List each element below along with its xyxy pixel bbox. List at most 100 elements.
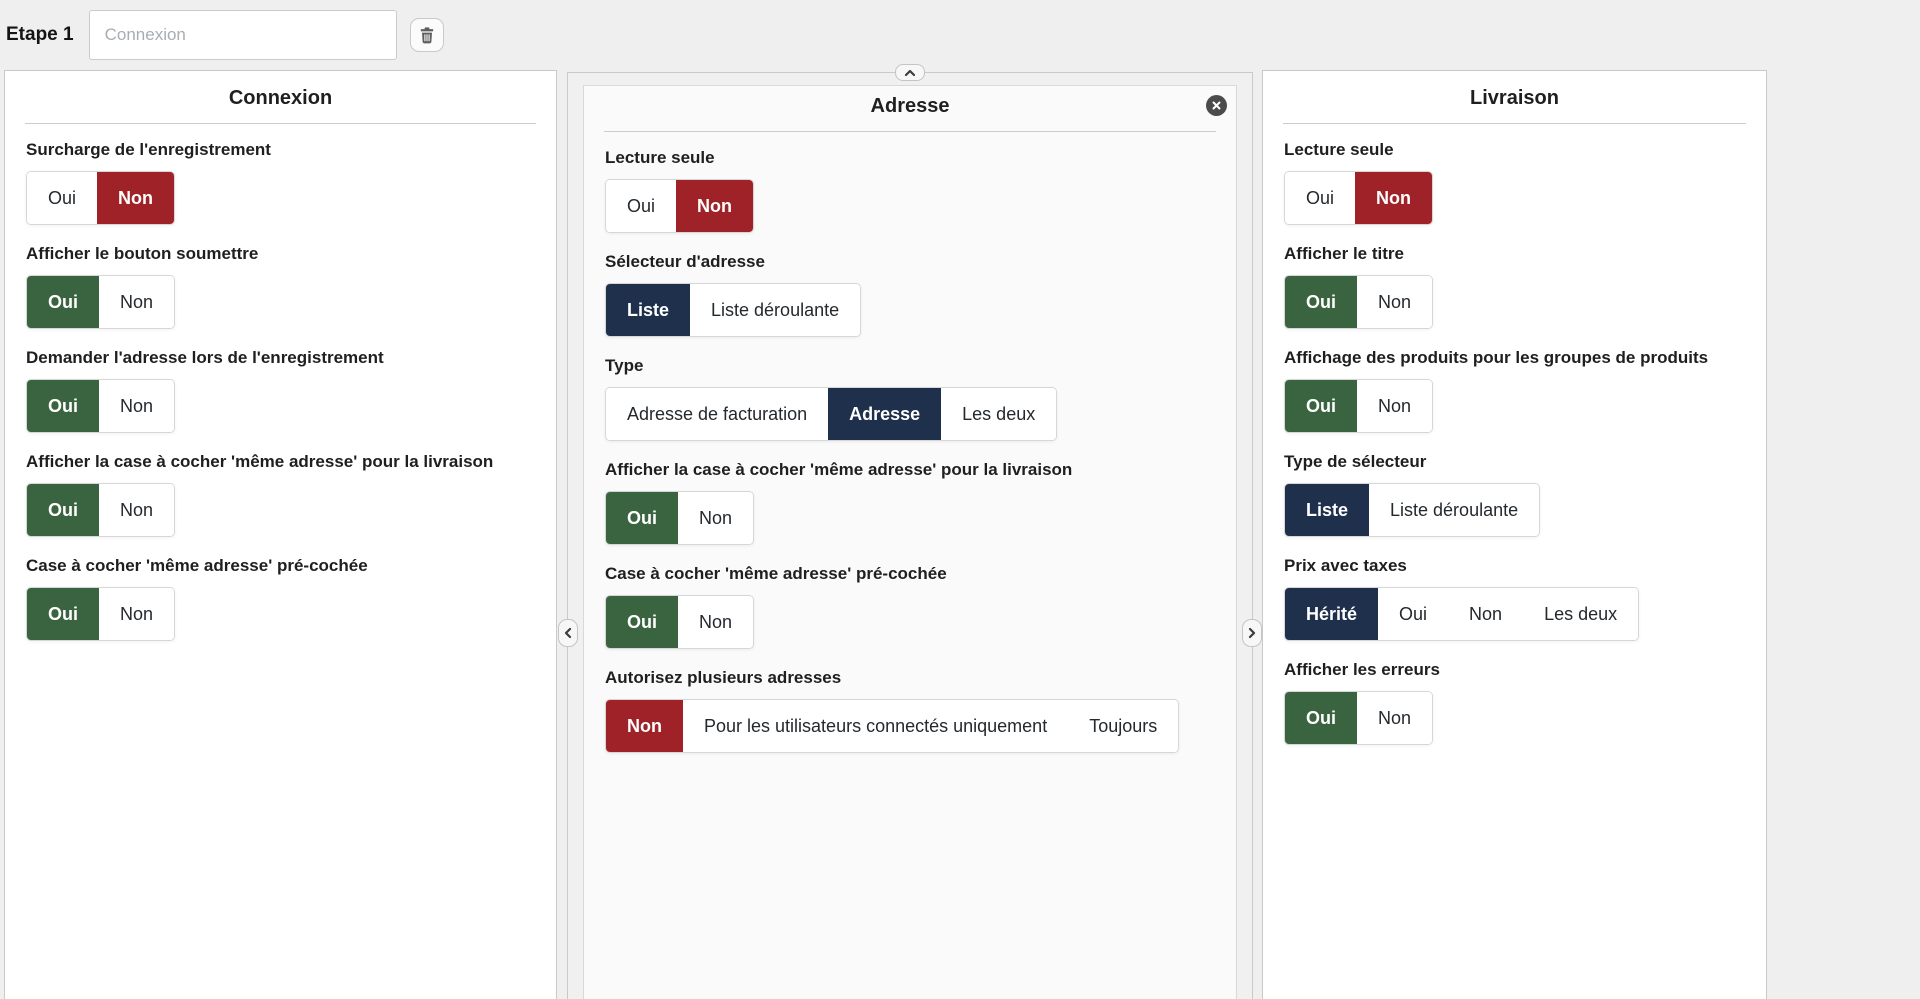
toggle-option[interactable]: Oui	[1285, 276, 1357, 328]
remove-panel-button[interactable]	[1206, 95, 1227, 116]
settings-field: Afficher le titre Oui Non	[1284, 244, 1745, 329]
toggle-option[interactable]: Les deux	[941, 388, 1057, 440]
settings-field: Surcharge de l'enregistrement Oui Non	[26, 140, 535, 225]
step-toolbar: Etape 1	[0, 0, 444, 70]
field-label: Afficher la case à cocher 'même adresse'…	[26, 452, 494, 471]
toggle-option[interactable]: Non	[99, 588, 175, 640]
toggle-option[interactable]: Non	[678, 492, 754, 544]
settings-field: Afficher le bouton soumettre Oui Non	[26, 244, 535, 329]
toggle-option[interactable]: Oui	[606, 596, 678, 648]
panel-connexion: Connexion Surcharge de l'enregistrement Ou…	[4, 70, 557, 999]
toggle-option[interactable]: Oui	[27, 276, 99, 328]
field-label: Case à cocher 'même adresse' pré-cochée	[26, 556, 368, 575]
toggle-option[interactable]: Oui	[27, 172, 98, 224]
field-label: Type de sélecteur	[1284, 452, 1427, 471]
panel-adresse: Adresse Lecture seule Oui Non Sélecteur d'ad…	[583, 85, 1237, 999]
toggle-group: Adresse de facturation Adresse Les deux	[605, 387, 1058, 441]
toggle-option[interactable]: Oui	[1285, 380, 1357, 432]
toggle-group: Oui Non	[1284, 379, 1434, 433]
settings-field: Afficher les erreurs Oui Non	[1284, 660, 1745, 745]
panel-fields: Lecture seule Oui Non Sélecteur d'adresse Li…	[584, 148, 1236, 753]
toggle-option[interactable]: Non	[99, 380, 175, 432]
toggle-group: Oui Non	[26, 587, 176, 641]
panel-title-divider	[25, 123, 536, 124]
panel-fields: Surcharge de l'enregistrement Oui Non Affic…	[5, 140, 556, 641]
toggle-option[interactable]: Non	[99, 276, 175, 328]
toggle-group: Oui Non	[605, 491, 755, 545]
toggle-option[interactable]: Oui	[1285, 692, 1357, 744]
toggle-option[interactable]: Oui	[1378, 588, 1449, 640]
toggle-group: Oui Non	[1284, 171, 1434, 225]
toggle-option[interactable]: Oui	[606, 492, 678, 544]
settings-field: Afficher la case à cocher 'même adresse'…	[26, 452, 535, 537]
toggle-option[interactable]: Non	[1357, 692, 1433, 744]
toggle-group: Oui Non	[1284, 691, 1434, 745]
toggle-option[interactable]: Non	[1448, 588, 1524, 640]
field-label: Lecture seule	[605, 148, 715, 167]
settings-field: Lecture seule Oui Non	[1284, 140, 1745, 225]
toggle-group: Liste Liste déroulante	[605, 283, 862, 337]
toggle-option[interactable]: Oui	[606, 180, 677, 232]
toggle-option[interactable]: Pour les utilisateurs connectés uniqueme…	[683, 700, 1069, 752]
settings-field: Prix avec taxes Hérité Oui Non Les deux	[1284, 556, 1745, 641]
toggle-option[interactable]: Oui	[27, 588, 99, 640]
field-label: Autorisez plusieurs adresses	[605, 668, 842, 687]
toggle-option[interactable]: Non	[606, 700, 683, 752]
toggle-option[interactable]: Oui	[1285, 172, 1356, 224]
field-label: Type	[605, 356, 644, 375]
toggle-option[interactable]: Non	[97, 172, 175, 224]
toggle-option[interactable]: Toujours	[1068, 700, 1179, 752]
toggle-group: Oui Non	[605, 595, 755, 649]
field-label: Case à cocher 'même adresse' pré-cochée	[605, 564, 947, 583]
toggle-group: Oui Non	[605, 179, 755, 233]
toggle-option[interactable]: Liste	[606, 284, 691, 336]
toggle-option[interactable]: Liste déroulante	[690, 284, 861, 336]
field-label: Affichage des produits pour les groupes …	[1284, 348, 1709, 367]
toggle-option[interactable]: Non	[676, 180, 754, 232]
toggle-option[interactable]: Hérité	[1285, 588, 1379, 640]
move-panel-right-button[interactable]	[1242, 619, 1262, 647]
chevron-right-icon	[1248, 627, 1256, 639]
field-label: Prix avec taxes	[1284, 556, 1407, 575]
field-label: Surcharge de l'enregistrement	[26, 140, 271, 159]
toggle-option[interactable]: Adresse	[828, 388, 942, 440]
toggle-option[interactable]: Oui	[27, 484, 99, 536]
toggle-group: Non Pour les utilisateurs connectés uniqu…	[605, 699, 1180, 753]
step-name-input[interactable]	[88, 10, 397, 60]
settings-field: Afficher la case à cocher 'même adresse'…	[605, 460, 1215, 545]
chevron-left-icon	[564, 627, 572, 639]
toggle-group: Liste Liste déroulante	[1284, 483, 1541, 537]
toggle-option[interactable]: Liste déroulante	[1369, 484, 1540, 536]
panel-title-divider	[1283, 123, 1746, 124]
collapse-panel-button[interactable]	[895, 64, 925, 81]
settings-field: Case à cocher 'même adresse' pré-cochée O…	[605, 564, 1215, 649]
toggle-option[interactable]: Les deux	[1523, 588, 1639, 640]
step-label: Etape 1	[6, 24, 74, 45]
field-label: Afficher la case à cocher 'même adresse'…	[605, 460, 1073, 479]
field-label: Afficher le titre	[1284, 244, 1404, 263]
settings-field: Affichage des produits pour les groupes …	[1284, 348, 1745, 433]
toggle-option[interactable]: Non	[1357, 380, 1433, 432]
chevron-up-icon	[904, 69, 916, 77]
settings-field: Demander l'adresse lors de l'enregistrem…	[26, 348, 535, 433]
toggle-option[interactable]: Non	[99, 484, 175, 536]
toggle-option[interactable]: Non	[1357, 276, 1433, 328]
field-label: Lecture seule	[1284, 140, 1394, 159]
settings-field: Sélecteur d'adresse Liste Liste déroulante	[605, 252, 1215, 337]
panel-title: Livraison	[1470, 87, 1559, 109]
toggle-option[interactable]: Liste	[1285, 484, 1370, 536]
field-label: Afficher les erreurs	[1284, 660, 1440, 679]
delete-step-button[interactable]	[409, 18, 444, 52]
panel-title-divider	[604, 131, 1216, 132]
toggle-group: Oui Non	[1284, 275, 1434, 329]
toggle-option[interactable]: Non	[678, 596, 754, 648]
toggle-option[interactable]: Adresse de facturation	[606, 388, 829, 440]
toggle-option[interactable]: Oui	[27, 380, 99, 432]
toggle-option[interactable]: Non	[1355, 172, 1433, 224]
settings-field: Type Adresse de facturation Adresse Les deu…	[605, 356, 1215, 441]
panel-livraison: Livraison Lecture seule Oui Non Afficher le …	[1262, 70, 1767, 999]
close-icon	[1212, 101, 1221, 110]
panel-adresse-container: Adresse Lecture seule Oui Non Sélecteur d'ad…	[558, 64, 1262, 999]
move-panel-left-button[interactable]	[558, 619, 578, 647]
